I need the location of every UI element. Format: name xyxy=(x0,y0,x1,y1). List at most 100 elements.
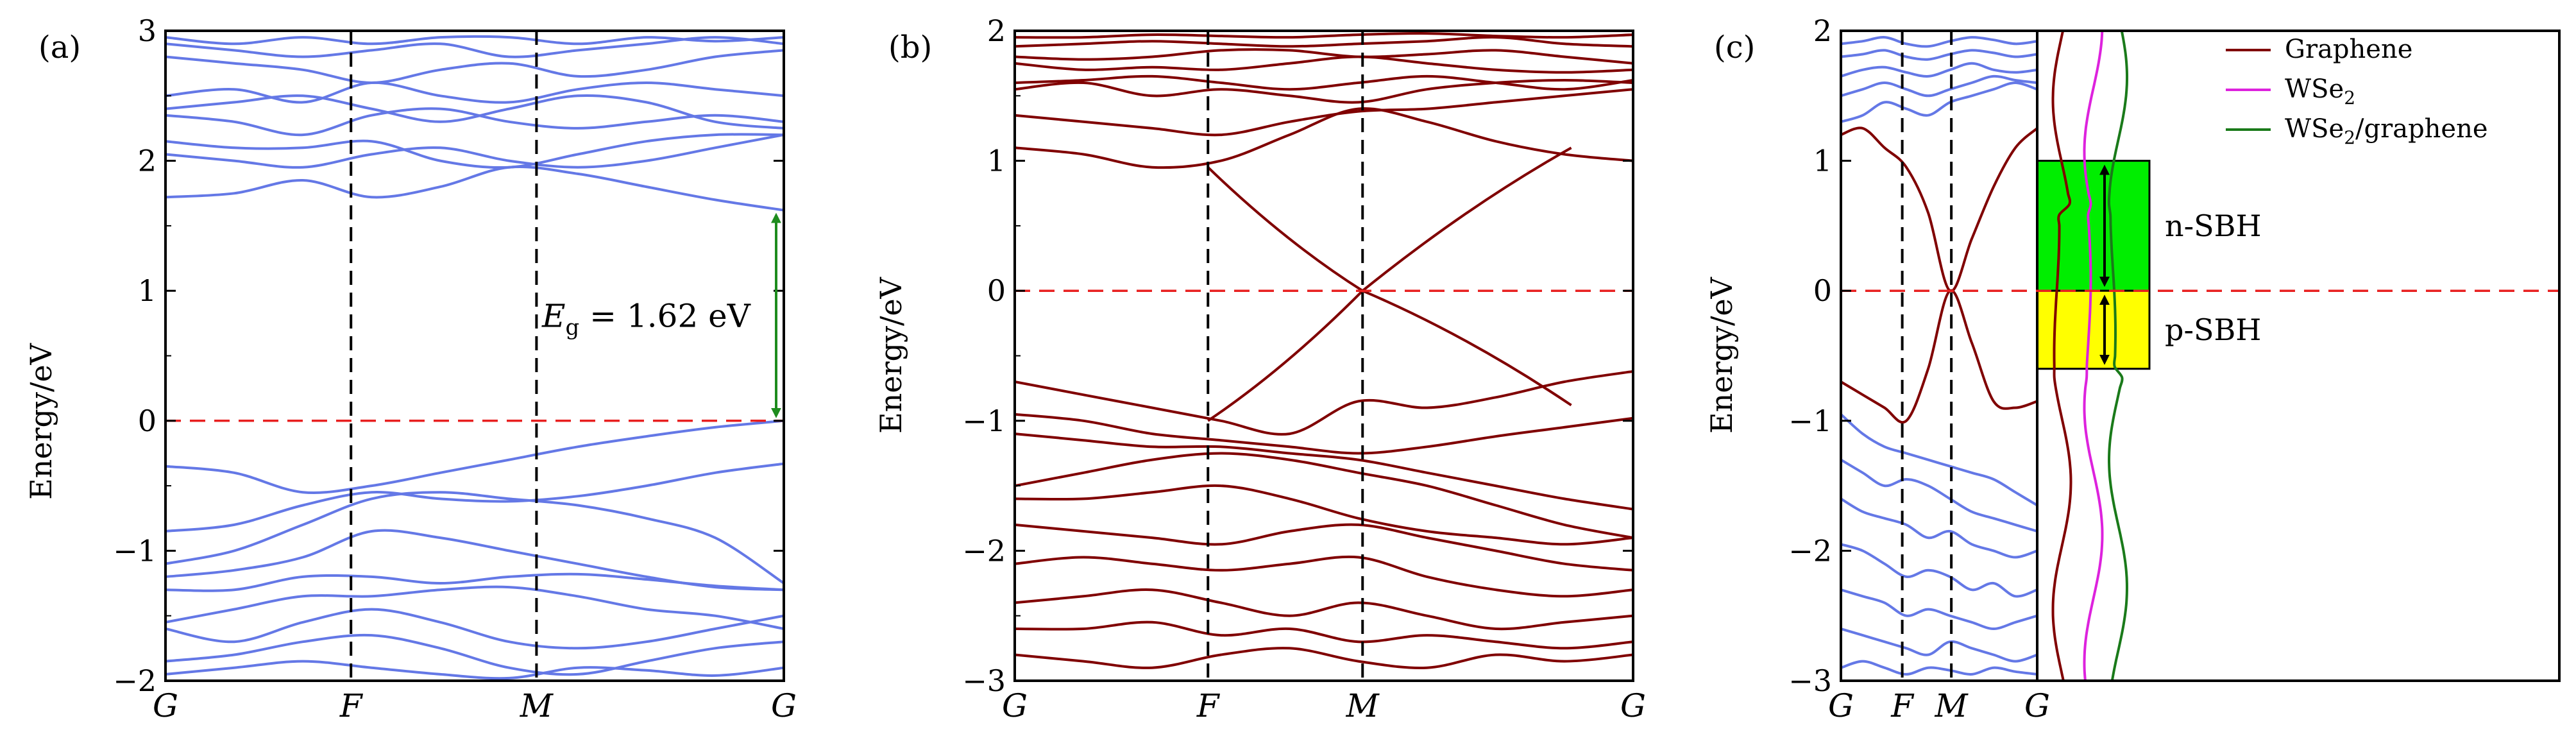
valence-band xyxy=(1015,370,1633,436)
ytick-label: −2 xyxy=(1788,533,1832,568)
conduction-band xyxy=(165,35,784,46)
valence-band xyxy=(1015,588,1633,631)
ytick-label: −3 xyxy=(962,663,1006,698)
kpoint-label-g: G xyxy=(1828,687,1854,724)
wse2-valence-band xyxy=(1841,497,2037,559)
dirac-cone-band xyxy=(1207,166,1572,407)
ylabel-a: Energy/eV xyxy=(24,343,58,500)
wse2-valence-band xyxy=(1841,543,2037,598)
conduction-band xyxy=(1015,48,1633,65)
region-n-sbh xyxy=(2036,160,2151,292)
ytick-label: 1 xyxy=(1813,144,1832,178)
wse2-conduction-band xyxy=(1841,81,2037,123)
ticks-b: −3 −2 −1 0 1 2 G F M G xyxy=(962,13,1646,724)
conduction-band xyxy=(1015,107,1633,169)
valence-band xyxy=(165,585,784,630)
panel-label-a: (a) xyxy=(38,30,81,65)
valence-band xyxy=(165,462,784,533)
panel-b: (b) Energy/eV −3 −2 −1 0 1 2 G F M G xyxy=(874,13,1646,724)
panel-label-c: (c) xyxy=(1714,30,1755,65)
kpoint-lines-b xyxy=(1015,31,1633,681)
ytick-label: 0 xyxy=(987,273,1006,308)
axes-frame-c xyxy=(1840,30,2561,682)
conduction-band xyxy=(1015,88,1633,137)
conduction-band xyxy=(1015,74,1633,91)
bands-c xyxy=(1841,36,2037,676)
wse2-conduction-band xyxy=(1841,74,2037,98)
conduction-band xyxy=(1015,55,1633,74)
conduction-band xyxy=(1015,78,1633,104)
gap-label: Eg = 1.62 eV xyxy=(541,298,751,341)
dos-curve xyxy=(2083,30,2104,681)
wse2-valence-band xyxy=(1841,458,2037,533)
axes-frame-b xyxy=(1013,30,1634,682)
conduction-band xyxy=(165,81,784,104)
ytick-label: 1 xyxy=(987,144,1006,178)
valence-band xyxy=(1015,523,1633,572)
ytick-label: 3 xyxy=(138,13,157,48)
conduction-band xyxy=(165,107,784,137)
valence-band xyxy=(165,633,784,676)
region-label: n-SBH xyxy=(2165,209,2262,243)
valence-band xyxy=(165,419,784,494)
bands-a xyxy=(165,35,784,680)
valence-band xyxy=(1015,555,1633,598)
valence-band xyxy=(1015,620,1633,650)
wse2-valence-band xyxy=(1841,588,2037,631)
ytick-label: 1 xyxy=(138,273,157,308)
ytick-label: 2 xyxy=(987,13,1006,48)
kpoint-label-m: M xyxy=(520,687,554,724)
legend: Graphene WSe2 WSe2/graphene xyxy=(2226,35,2488,148)
wse2-conduction-band xyxy=(1841,62,2037,78)
wse2-valence-band xyxy=(1841,660,2037,676)
kpoint-label-g: G xyxy=(1002,687,1028,724)
wse2-valence-band xyxy=(1841,413,2037,507)
ylabel-b: Energy/eV xyxy=(874,277,908,434)
kpoint-label-g: G xyxy=(153,687,178,724)
ytick-label: −2 xyxy=(962,533,1006,568)
ytick-label: 0 xyxy=(1813,273,1832,308)
conduction-band xyxy=(165,49,784,85)
ytick-label: 0 xyxy=(138,404,157,438)
legend-entry: Graphene xyxy=(2285,35,2412,64)
valence-band xyxy=(1015,432,1633,511)
kpoint-lines-a xyxy=(165,31,784,681)
ytick-label: 2 xyxy=(1813,13,1832,48)
kpoint-label-f: F xyxy=(1196,687,1221,724)
region-label: p-SBH xyxy=(2165,312,2261,347)
kpoint-label-g: G xyxy=(1620,687,1646,724)
valence-band xyxy=(165,491,784,585)
graphene-band xyxy=(1841,126,2037,293)
valence-band xyxy=(165,660,784,680)
valence-band xyxy=(1015,452,1633,540)
axes-frame-a xyxy=(164,30,785,682)
dos-curves xyxy=(2051,30,2129,681)
kpoint-label-g: G xyxy=(771,687,797,724)
panel-label-b: (b) xyxy=(888,30,932,65)
wse2-conduction-band xyxy=(1841,36,2037,48)
ytick-label: 2 xyxy=(138,144,157,178)
kpoint-lines-c xyxy=(1841,31,2559,681)
valence-band xyxy=(165,608,784,650)
conduction-band xyxy=(1015,36,1633,48)
kpoint-label-f: F xyxy=(339,687,364,724)
sbh-regions: n-SBH p-SBH xyxy=(2036,160,2262,370)
graphene-band xyxy=(1841,289,2037,424)
valence-band xyxy=(1015,413,1633,455)
legend-entry: WSe2 xyxy=(2285,74,2355,108)
legend-entry: WSe2/graphene xyxy=(2285,114,2488,148)
kpoint-label-m: M xyxy=(1346,687,1380,724)
valence-band xyxy=(165,572,784,592)
ytick-label: −2 xyxy=(113,663,157,698)
kpoint-label-g: G xyxy=(2024,687,2050,724)
dos-curve xyxy=(2051,30,2072,681)
conduction-band xyxy=(165,165,784,212)
panel-a: (a) Energy/eV −2 −1 0 1 2 3 G F M G Eg = 1.62 eV xyxy=(24,13,797,724)
ytick-label: −1 xyxy=(962,404,1006,438)
conduction-band xyxy=(1015,32,1633,39)
kpoint-label-m: M xyxy=(1935,687,1969,724)
ylabel-c: Energy/eV xyxy=(1704,277,1739,434)
kpoint-label-f: F xyxy=(1890,687,1915,724)
ytick-label: −1 xyxy=(1788,404,1832,438)
